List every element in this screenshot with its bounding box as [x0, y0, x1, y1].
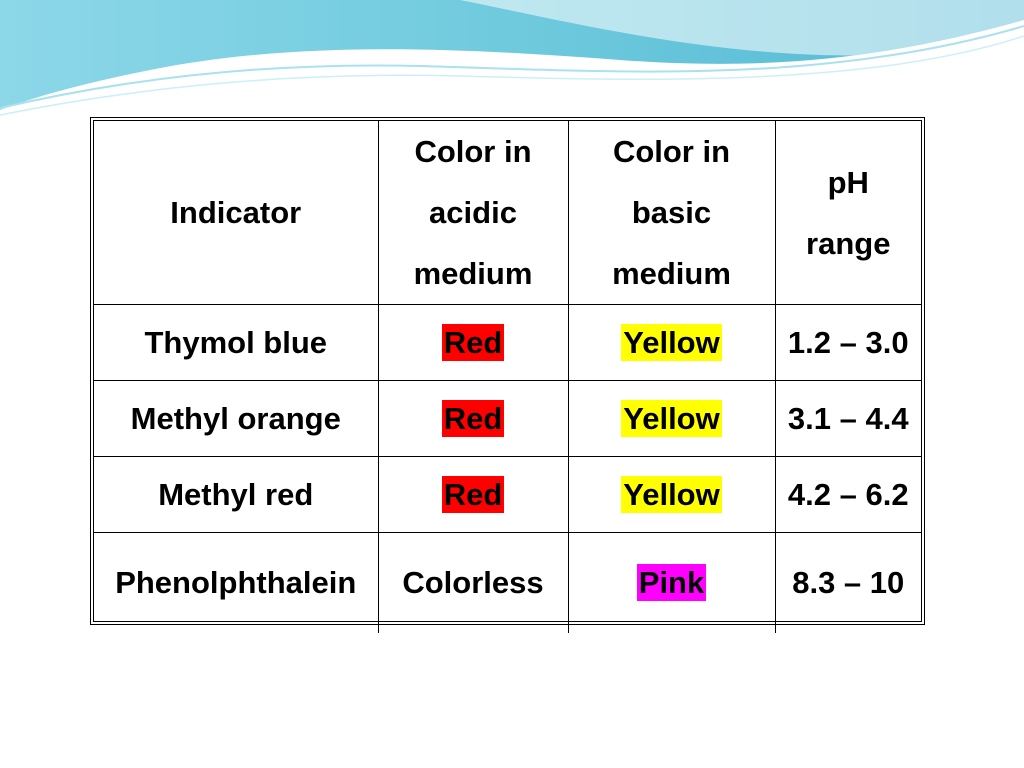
cell-basic: Yellow: [567, 304, 776, 381]
header-indicator: Indicator: [94, 121, 379, 305]
cell-ph: 4.2 – 6.2: [774, 456, 921, 533]
cell-acidic: Red: [377, 380, 569, 457]
cell-ph: 3.1 – 4.4: [774, 380, 921, 457]
header-acidic: Color in acidic medium: [377, 121, 569, 305]
cell-ph: 1.2 – 3.0: [774, 304, 921, 381]
cell-indicator: Phenolphthalein: [94, 532, 379, 633]
cell-acidic: Red: [377, 304, 569, 381]
cell-ph: 8.3 – 10: [774, 532, 921, 633]
table-row: Methyl red Red Yellow 4.2 – 6.2: [94, 456, 921, 533]
cell-indicator: Thymol blue: [94, 304, 379, 381]
cell-basic: Yellow: [567, 380, 776, 457]
cell-basic: Pink: [567, 532, 776, 633]
table-header-row: Indicator Color in acidic medium Color i…: [94, 121, 921, 305]
table-row: Methyl orange Red Yellow 3.1 – 4.4: [94, 380, 921, 457]
cell-indicator: Methyl orange: [94, 380, 379, 457]
cell-acidic: Red: [377, 456, 569, 533]
indicator-table: Indicator Color in acidic medium Color i…: [90, 117, 925, 633]
table-row: Phenolphthalein Colorless Pink 8.3 – 10: [94, 532, 921, 633]
cell-basic: Yellow: [567, 456, 776, 533]
decorative-wave-header: [0, 0, 1024, 116]
cell-acidic: Colorless: [377, 532, 569, 633]
header-ph-range: pH range: [774, 121, 921, 305]
header-basic: Color in basic medium: [567, 121, 776, 305]
table-row: Thymol blue Red Yellow 1.2 – 3.0: [94, 304, 921, 381]
cell-indicator: Methyl red: [94, 456, 379, 533]
